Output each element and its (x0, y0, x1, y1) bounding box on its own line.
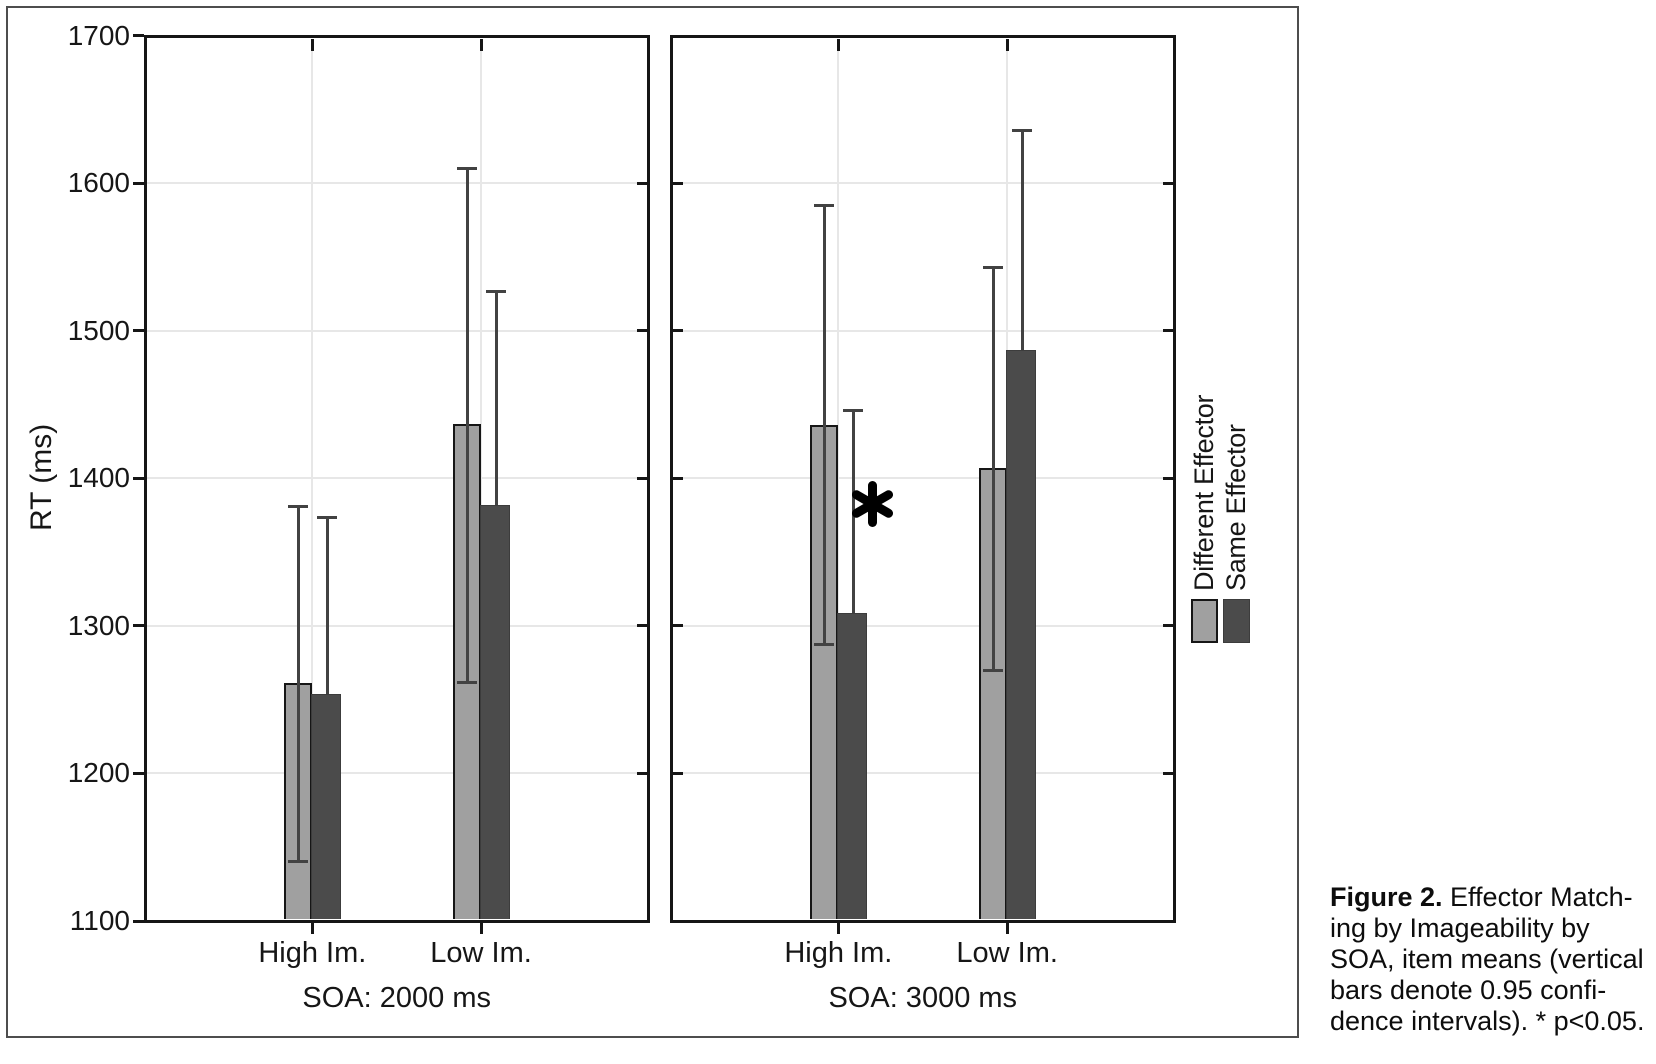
legend-swatch-different-effector (1191, 599, 1218, 643)
frame-tick (672, 329, 683, 333)
y-tick-label: 1300 (67, 609, 130, 641)
error-bar-cap-bottom (983, 669, 1004, 673)
gridline-y-1500 (672, 329, 1173, 332)
gridline-y-1300 (672, 624, 1173, 627)
error-bar-different-effector (465, 168, 469, 682)
category-tick-bottom (1005, 922, 1009, 934)
category-label: High Im. (784, 937, 893, 969)
y-tick-label: 1500 (67, 314, 130, 346)
y-tick-label: 1700 (67, 19, 130, 51)
bar-same-effector (837, 612, 868, 920)
caption-line1-text: Effector Match- (1442, 882, 1633, 912)
gridline-category (311, 38, 314, 920)
caption-figure-number: Figure 2. (1330, 882, 1443, 912)
y-axis-tick (132, 329, 144, 333)
error-bar-same-effector (1020, 130, 1024, 350)
category-tick-bottom (310, 922, 314, 934)
caption-line: bars denote 0.95 confi- (1330, 975, 1607, 1005)
error-bar-same-effector (494, 290, 498, 505)
error-bar-cap-top (288, 505, 309, 509)
error-bar-cap-bottom (814, 642, 835, 646)
category-tick-top (479, 38, 483, 51)
error-bar-cap-bottom (288, 859, 309, 863)
gridline-y-1600 (146, 182, 647, 185)
y-axis-tick (132, 919, 144, 923)
gridline-y-1300 (146, 624, 647, 627)
panel-frame-2 (669, 34, 1176, 923)
y-axis-tick (132, 771, 144, 775)
gridline-y-1500 (146, 329, 647, 332)
frame-tick (1163, 624, 1173, 628)
error-bar-different-effector (991, 267, 995, 671)
error-bar-cap-top (457, 167, 478, 171)
error-bar-cap-top (814, 204, 835, 208)
frame-tick (672, 181, 683, 185)
error-bar-cap-top (983, 266, 1004, 270)
error-bar-cap-top (486, 289, 507, 293)
category-tick-bottom (836, 922, 840, 934)
frame-tick (636, 181, 647, 185)
frame-tick (1163, 181, 1173, 185)
frame-tick (636, 329, 647, 333)
frame-tick (636, 624, 647, 628)
error-bar-cap-bottom (457, 680, 478, 684)
y-tick-label: 1400 (67, 462, 130, 494)
error-bar-cap-top (1012, 129, 1033, 133)
caption-line: SOA, item means (vertical (1330, 944, 1644, 974)
gridline-y-1200 (672, 772, 1173, 775)
bar-same-effector (1006, 349, 1037, 920)
gridline-y-1200 (146, 772, 647, 775)
frame-tick (1163, 476, 1173, 480)
frame-tick (1163, 771, 1173, 775)
frame-tick (636, 476, 647, 480)
category-label: Low Im. (430, 937, 532, 969)
category-label: Low Im. (956, 937, 1058, 969)
caption-line: ing by Imageability by (1330, 913, 1590, 943)
gridline-category (837, 38, 840, 920)
figure-caption: Figure 2. Effector Match- ing by Imageab… (1330, 882, 1656, 1037)
y-axis-tick (132, 34, 144, 38)
caption-line: dence intervals). * p<0.05. (1330, 1006, 1645, 1036)
y-tick-label: 1600 (67, 167, 130, 199)
bar-same-effector (480, 504, 511, 920)
frame-tick (672, 771, 683, 775)
figure-border (6, 6, 1299, 1038)
category-tick-top (310, 38, 314, 51)
frame-tick (672, 476, 683, 480)
error-bar-different-effector (822, 205, 826, 644)
gridline-category (480, 38, 483, 920)
panel-soa-label: SOA: 2000 ms (302, 982, 491, 1014)
panel-frame-1 (143, 34, 650, 923)
error-bar-cap-top (843, 409, 864, 413)
legend-swatch-same-effector (1223, 599, 1250, 643)
caption-line: Figure 2. Effector Match- (1330, 882, 1656, 913)
gridline-y-1400 (672, 477, 1173, 480)
error-bar-different-effector (296, 506, 300, 861)
frame-tick (1163, 329, 1173, 333)
y-axis-tick (132, 476, 144, 480)
y-tick-label: 1100 (69, 905, 130, 936)
category-tick-bottom (479, 922, 483, 934)
panel-soa-label: SOA: 3000 ms (828, 982, 1018, 1014)
error-bar-cap-top (317, 515, 338, 519)
bar-same-effector (311, 693, 342, 920)
category-label: High Im. (258, 937, 367, 969)
legend-label-different-effector: Different Effector (1189, 394, 1219, 591)
y-tick-label: 1200 (67, 757, 130, 789)
category-tick-top (1005, 38, 1009, 51)
legend-label-same-effector: Same Effector (1221, 424, 1251, 591)
significance-asterisk (849, 480, 895, 527)
y-axis-tick (132, 181, 144, 185)
category-tick-top (836, 38, 840, 51)
gridline-y-1400 (146, 477, 647, 480)
y-axis-tick (132, 624, 144, 628)
gridline-y-1600 (672, 182, 1173, 185)
frame-tick (672, 624, 683, 628)
error-bar-same-effector (325, 516, 329, 694)
frame-tick (636, 771, 647, 775)
